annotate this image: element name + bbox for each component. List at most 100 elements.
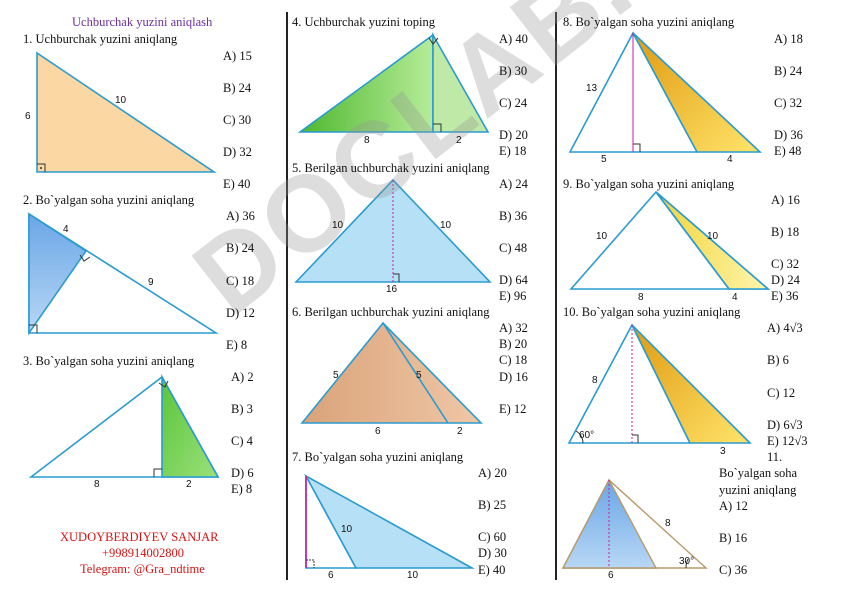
q7-option-b[interactable]: B) 25: [478, 498, 507, 512]
fig5-label-base: 16: [386, 284, 398, 295]
q4-option-c[interactable]: C) 24: [499, 96, 528, 110]
q8-option-a[interactable]: A) 18: [774, 32, 803, 46]
q7-option-e[interactable]: E) 40: [478, 563, 506, 577]
fig8-label-4: 4: [727, 154, 733, 165]
fig6-label-base: 6: [375, 426, 381, 437]
q4-option-a[interactable]: A) 40: [499, 32, 528, 46]
q6-option-b[interactable]: B) 20: [499, 337, 528, 351]
q7-option-c[interactable]: C) 60: [478, 530, 507, 544]
q9-option-a[interactable]: A) 16: [771, 193, 800, 207]
q7-option-a[interactable]: A) 20: [478, 466, 507, 480]
fig11-label-angle: 30°: [679, 556, 695, 567]
figure-6-triangle: [300, 321, 483, 424]
q8-option-e[interactable]: E) 48: [774, 144, 802, 158]
figure-2-right-triangle: [28, 212, 219, 336]
figure-10-triangle: [567, 323, 752, 444]
question-10: 10. Bo`yalgan soha yuzini aniqlang: [563, 305, 741, 319]
q11-option-a[interactable]: A) 12: [719, 499, 748, 513]
q1-option-e[interactable]: E) 40: [223, 177, 251, 191]
question-1: 1. Uchburchak yuzini aniqlang: [23, 32, 178, 46]
figure-11-triangle: [561, 478, 708, 569]
fig10-label-angle: 60°: [579, 430, 595, 441]
fig9-label-right: 10: [707, 231, 719, 242]
author-name: XUDOYBERDIYEV SANJAR: [60, 530, 219, 544]
fig7-label-hyp: 10: [341, 524, 353, 535]
q7-option-d[interactable]: D) 30: [478, 546, 507, 560]
q9-option-c[interactable]: C) 32: [771, 257, 800, 271]
fig8-label-13: 13: [586, 83, 598, 94]
q11-option-c[interactable]: C) 36: [719, 563, 748, 577]
q10-option-c[interactable]: C) 12: [767, 386, 796, 400]
q1-option-d[interactable]: D) 32: [223, 145, 252, 159]
q9-option-d[interactable]: D) 24: [771, 273, 800, 287]
q2-option-d[interactable]: D) 12: [226, 306, 255, 320]
question-11-number: 11.: [767, 450, 783, 464]
fig1-label-leg: 6: [25, 111, 31, 122]
q8-option-c[interactable]: C) 32: [774, 96, 803, 110]
author-telegram: Telegram: @Gra_ndtime: [80, 562, 205, 576]
fig9-label-4: 4: [732, 292, 738, 303]
question-11-line-2: yuzini aniqlang: [719, 483, 797, 497]
q3-option-e[interactable]: E) 8: [231, 482, 253, 496]
q6-option-a[interactable]: A) 32: [499, 321, 528, 335]
fig11-label-6: 6: [608, 570, 614, 581]
q6-option-d[interactable]: D) 16: [499, 370, 528, 384]
q9-option-e[interactable]: E) 36: [771, 289, 799, 303]
question-5: 5. Berilgan uchburchak yuzini aniqlang: [292, 161, 490, 175]
q11-option-b[interactable]: B) 16: [719, 531, 748, 545]
fig4-label-8: 8: [364, 135, 370, 146]
q3-option-a[interactable]: A) 2: [231, 370, 254, 384]
q4-option-e[interactable]: E) 18: [499, 144, 527, 158]
q9-option-b[interactable]: B) 18: [771, 225, 800, 239]
q2-option-b[interactable]: B) 24: [226, 241, 255, 255]
column-divider-left: [286, 12, 288, 580]
q10-option-e[interactable]: E) 12√3: [767, 434, 808, 448]
question-3: 3. Bo`yalgan soha yuzini aniqlang: [23, 354, 195, 368]
question-11-line-1: Bo`yalgan soha: [719, 466, 798, 480]
q3-option-d[interactable]: D) 6: [231, 466, 254, 480]
figure-1-right-triangle: [36, 51, 217, 173]
fig2-label-b: 9: [148, 277, 154, 288]
fig7-label-6: 6: [328, 570, 334, 581]
fig5-label-right: 10: [440, 220, 452, 231]
q1-option-c[interactable]: C) 30: [223, 113, 252, 127]
fig10-label-3: 3: [720, 446, 726, 457]
q4-option-b[interactable]: B) 30: [499, 64, 528, 78]
question-4: 4. Uchburchak yuzini toping: [292, 15, 436, 29]
fig3-label-seg: 2: [186, 479, 192, 490]
q6-option-c[interactable]: C) 18: [499, 353, 528, 367]
q2-option-c[interactable]: C) 18: [226, 274, 255, 288]
fig1-label-hyp: 10: [115, 95, 127, 106]
page-title: Uchburchak yuzini aniqlash: [72, 15, 213, 29]
figure-3-triangle: [28, 373, 220, 478]
q10-option-a[interactable]: A) 4√3: [767, 321, 803, 335]
fig11-label-8: 8: [665, 518, 671, 529]
fig5-label-left: 10: [332, 220, 344, 231]
figure-5-isosceles-triangle: [294, 178, 492, 283]
q5-option-c[interactable]: C) 48: [499, 241, 528, 255]
q3-option-c[interactable]: C) 4: [231, 434, 253, 448]
question-8: 8. Bo`yalgan soha yuzini aniqlang: [563, 15, 735, 29]
q5-option-b[interactable]: B) 36: [499, 209, 528, 223]
q8-option-b[interactable]: B) 24: [774, 64, 803, 78]
question-7: 7. Bo`yalgan soha yuzini aniqlang: [292, 450, 464, 464]
q3-option-b[interactable]: B) 3: [231, 402, 253, 416]
q1-option-a[interactable]: A) 15: [223, 49, 252, 63]
q5-option-a[interactable]: A) 24: [499, 177, 528, 191]
q1-option-b[interactable]: B) 24: [223, 81, 252, 95]
q4-option-d[interactable]: D) 20: [499, 128, 528, 142]
question-2: 2. Bo`yalgan soha yuzini aniqlang: [23, 193, 195, 207]
q2-option-a[interactable]: A) 36: [226, 209, 255, 223]
fig6-label-right: 5: [416, 370, 422, 381]
fig9-label-8: 8: [638, 292, 644, 303]
q10-option-d[interactable]: D) 6√3: [767, 418, 803, 432]
q5-option-e[interactable]: E) 96: [499, 289, 527, 303]
q6-option-e[interactable]: E) 12: [499, 402, 527, 416]
q8-option-d[interactable]: D) 36: [774, 128, 803, 142]
fig8-label-5: 5: [601, 154, 607, 165]
q2-option-e[interactable]: E) 8: [226, 338, 248, 352]
q10-option-b[interactable]: B) 6: [767, 353, 789, 367]
fig9-label-left: 10: [596, 231, 608, 242]
q5-option-d[interactable]: D) 64: [499, 273, 528, 287]
